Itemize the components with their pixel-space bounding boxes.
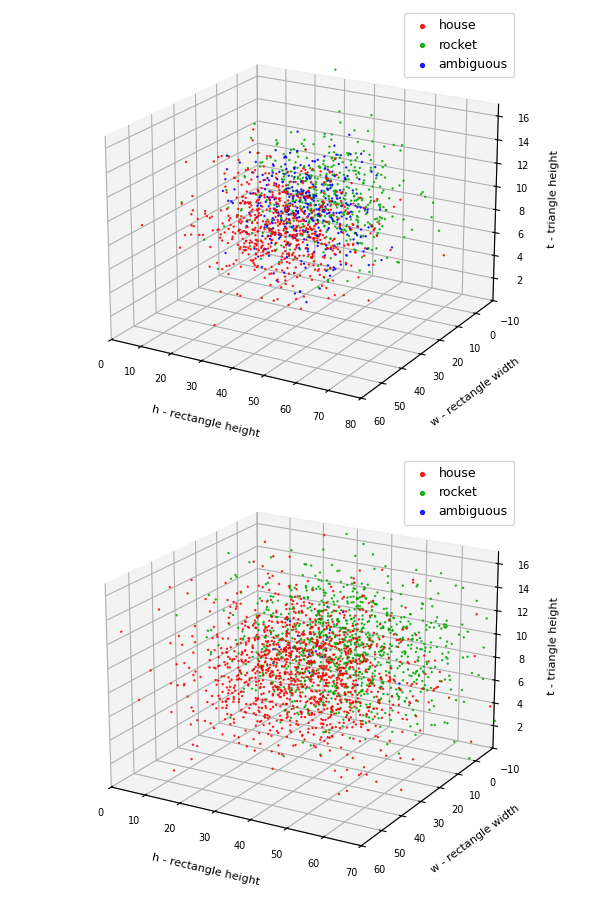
Legend: house, rocket, ambiguous: house, rocket, ambiguous [404,14,514,78]
Y-axis label: w - rectangle width: w - rectangle width [428,804,521,876]
Legend: house, rocket, ambiguous: house, rocket, ambiguous [404,461,514,525]
X-axis label: h - rectangle height: h - rectangle height [151,852,260,887]
X-axis label: h - rectangle height: h - rectangle height [151,404,260,439]
Y-axis label: w - rectangle width: w - rectangle width [428,356,521,428]
